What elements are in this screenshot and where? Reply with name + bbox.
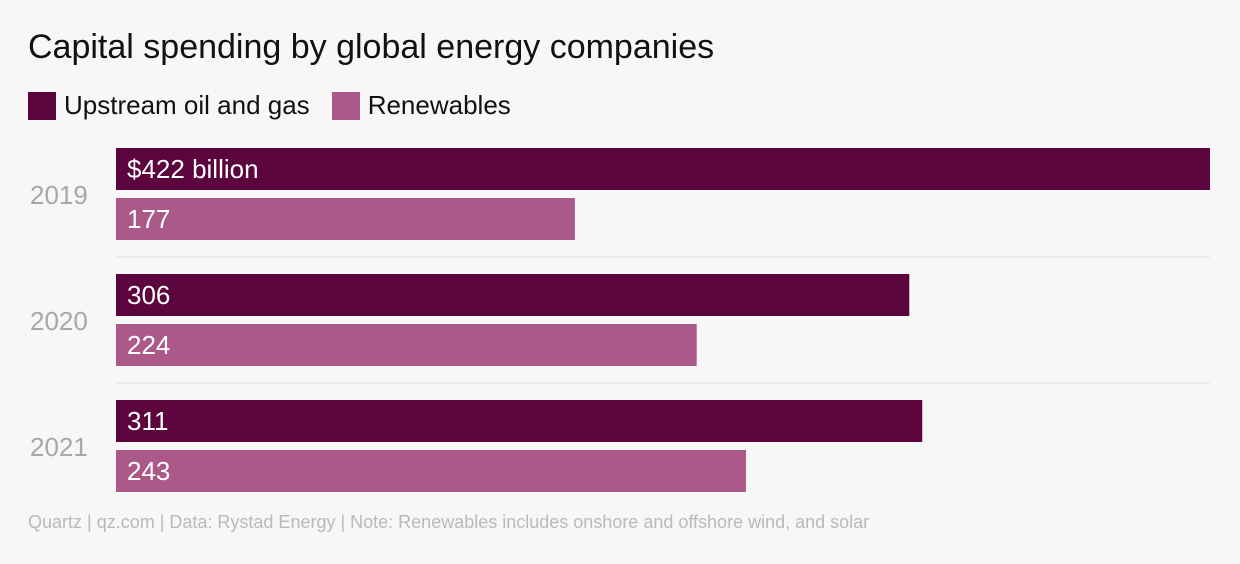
- category-label-2021: 2021: [30, 432, 88, 462]
- legend-label-renewables: Renewables: [367, 90, 511, 120]
- chart-title: Capital spending by global energy compan…: [28, 28, 715, 66]
- category-label-2019: 2019: [30, 180, 88, 210]
- bar-renewables-2021: [116, 450, 746, 492]
- legend-item-upstream: Upstream oil and gas: [28, 90, 310, 121]
- data-label-renewables-2020: 224: [127, 330, 170, 360]
- category-label-2020: 2020: [30, 306, 88, 336]
- bar-renewables-2020: [116, 324, 697, 366]
- legend: Upstream oil and gas Renewables: [28, 90, 533, 121]
- data-label-renewables-2021: 243: [127, 456, 170, 486]
- legend-swatch-upstream: [28, 91, 56, 120]
- bar-upstream-2021: [116, 400, 923, 442]
- data-label-upstream-2019: $422 billion: [127, 154, 259, 184]
- bar-renewables-2019: [116, 198, 575, 240]
- data-label-upstream-2021: 311: [127, 406, 168, 436]
- bar-upstream-2020: [116, 274, 910, 316]
- data-label-upstream-2020: 306: [127, 280, 170, 310]
- legend-label-upstream: Upstream oil and gas: [64, 90, 310, 120]
- legend-item-renewables: Renewables: [331, 90, 511, 121]
- source-note: Quartz | qz.com | Data: Rystad Energy | …: [28, 512, 870, 532]
- data-label-renewables-2019: 177: [127, 204, 170, 234]
- bar-upstream-2019: [116, 148, 1210, 190]
- legend-swatch-renewables: [331, 91, 360, 120]
